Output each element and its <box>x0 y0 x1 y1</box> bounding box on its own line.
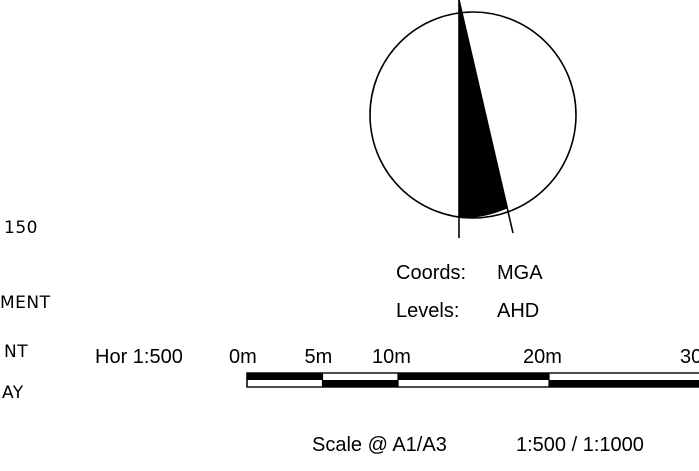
scale-bar-segment <box>398 373 549 380</box>
scale-bar-tick-label: 30 <box>680 346 699 368</box>
coords-label: Coords: <box>396 262 466 284</box>
coords-value: MGA <box>497 262 543 284</box>
scale-bar-tick-label: 5m <box>305 346 333 368</box>
scale-bar-segment <box>322 380 398 387</box>
scale-bar-tick-labels: 0m 5m 10m 20m 30 <box>229 346 699 368</box>
scale-bar <box>246 372 699 388</box>
scale-bar-prefix: Hor 1:500 <box>95 346 183 368</box>
north-arrow-circle <box>369 11 577 219</box>
north-arrow-icon <box>369 0 577 238</box>
scale-bar-tick-label: 10m <box>372 346 411 368</box>
scale-bar-segment <box>247 373 323 380</box>
left-note-150: 150 <box>4 218 38 238</box>
left-note-ment: MENT <box>0 293 51 313</box>
north-arrow-fill <box>459 2 508 219</box>
scale-bar-tick-label: 0m <box>229 346 257 368</box>
scale-note-label: Scale @ A1/A3 <box>312 434 447 456</box>
left-note-nt: NT <box>4 342 28 362</box>
levels-label: Levels: <box>396 300 459 322</box>
scale-bar-tick-label: 20m <box>523 346 562 368</box>
left-note-ay: AY <box>2 383 24 403</box>
scale-bar-segment <box>549 380 699 387</box>
levels-value: AHD <box>497 300 539 322</box>
scale-note-value: 1:500 / 1:1000 <box>516 434 644 456</box>
